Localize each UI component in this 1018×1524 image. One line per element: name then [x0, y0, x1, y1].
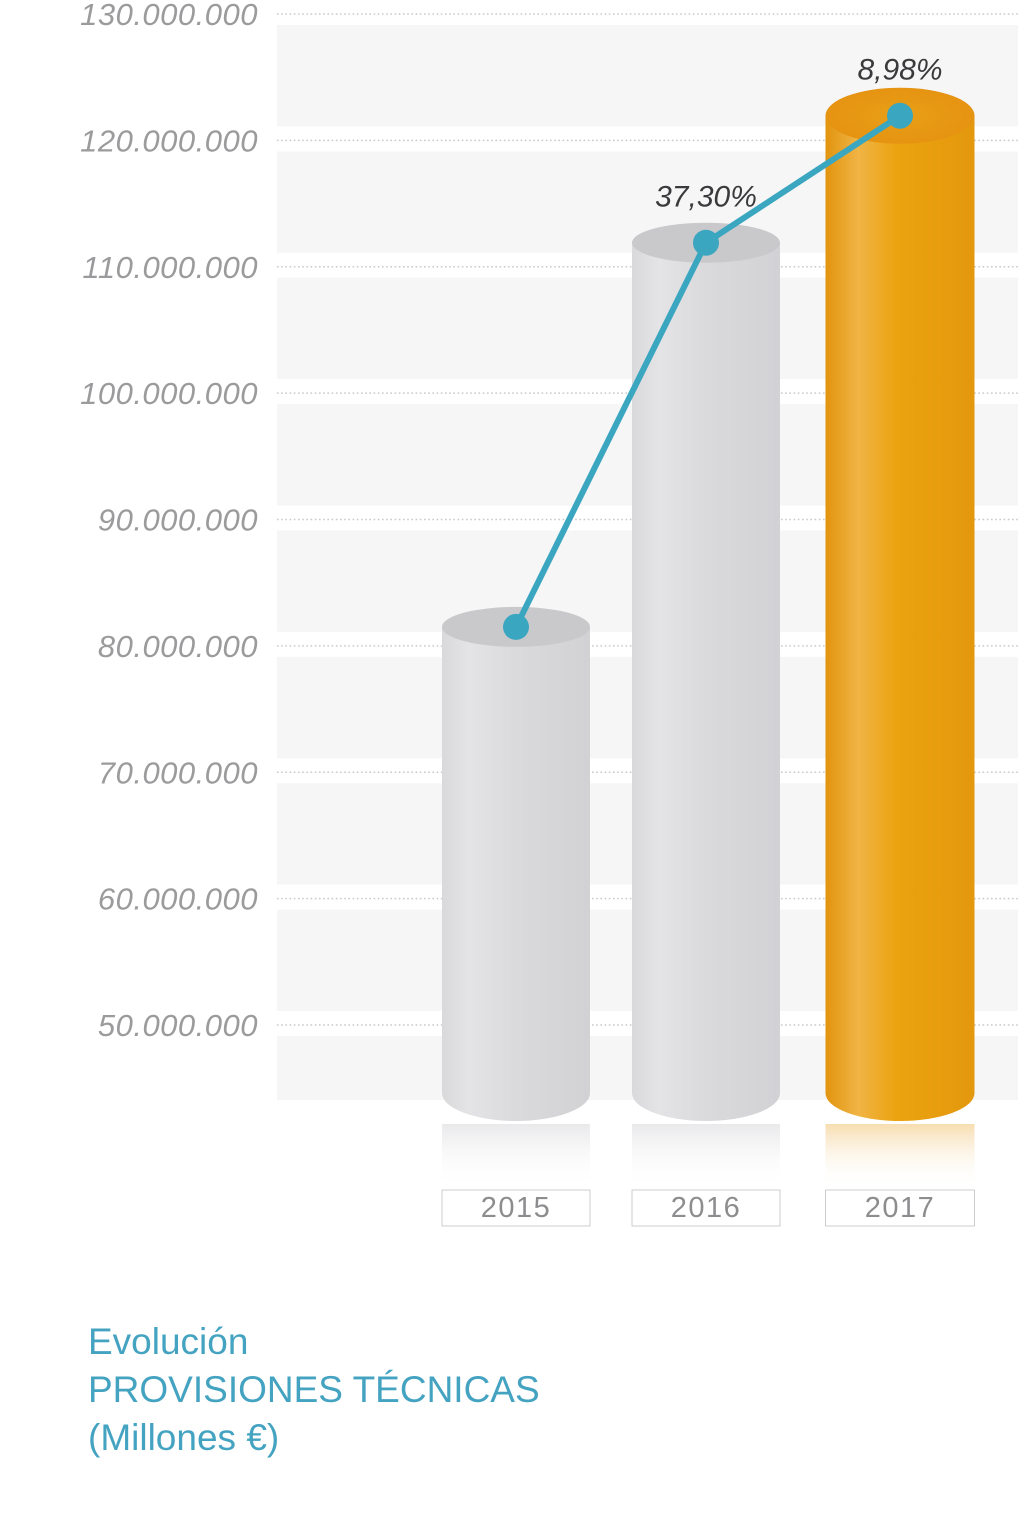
data-point-2016	[693, 229, 719, 256]
x-axis-year-labels: 2015 2016 2017	[441, 1189, 975, 1227]
bar-reflection-2015	[442, 1124, 590, 1188]
year-box-2016	[631, 1189, 781, 1227]
growth-label-2016: 37,30%	[655, 181, 757, 214]
data-point-2017	[887, 102, 913, 129]
y-tick-label: 120.000.000	[80, 123, 258, 158]
y-tick-label: 50.000.000	[98, 1008, 258, 1043]
bar-reflection-2016	[632, 1124, 780, 1188]
bars	[442, 87, 975, 1122]
growth-labels: 37,30% 8,98%	[655, 54, 942, 214]
bar-body-2015	[442, 626, 590, 1121]
chart-title-line-3: (Millones €)	[88, 1417, 280, 1458]
provisiones-tecnicas-chart: 130.000.000 120.000.000 110.000.000 100.000…	[80, 0, 1018, 1227]
y-tick-label: 100.000.000	[80, 376, 258, 411]
year-label-2015: 2015	[481, 1192, 552, 1224]
bar-body-2016	[632, 242, 780, 1121]
growth-label-2017: 8,98%	[857, 54, 942, 87]
y-axis-tick-labels: 130.000.000 120.000.000 110.000.000 100.000…	[80, 0, 258, 1043]
data-point-2015	[503, 613, 529, 640]
bar-body-2017	[825, 115, 975, 1122]
year-label-2017: 2017	[865, 1192, 936, 1224]
year-box-2015	[441, 1189, 591, 1227]
y-tick-label: 80.000.000	[98, 629, 258, 664]
bar-reflections	[442, 1124, 975, 1188]
chart-title: Evolución PROVISIONES TÉCNICAS (Millones…	[88, 1318, 540, 1462]
chart-title-line-1: Evolución	[88, 1321, 249, 1362]
y-tick-label: 60.000.000	[98, 882, 258, 917]
y-tick-label: 70.000.000	[98, 755, 258, 790]
chart-title-line-2: PROVISIONES TÉCNICAS	[88, 1369, 540, 1410]
trend-line-layer	[503, 102, 913, 640]
y-tick-label: 90.000.000	[98, 503, 258, 538]
year-label-2016: 2016	[671, 1192, 742, 1224]
bar-reflection-2017	[825, 1124, 975, 1188]
y-tick-label: 110.000.000	[82, 250, 258, 285]
y-tick-label: 130.000.000	[80, 0, 258, 32]
year-box-2017	[825, 1189, 975, 1227]
